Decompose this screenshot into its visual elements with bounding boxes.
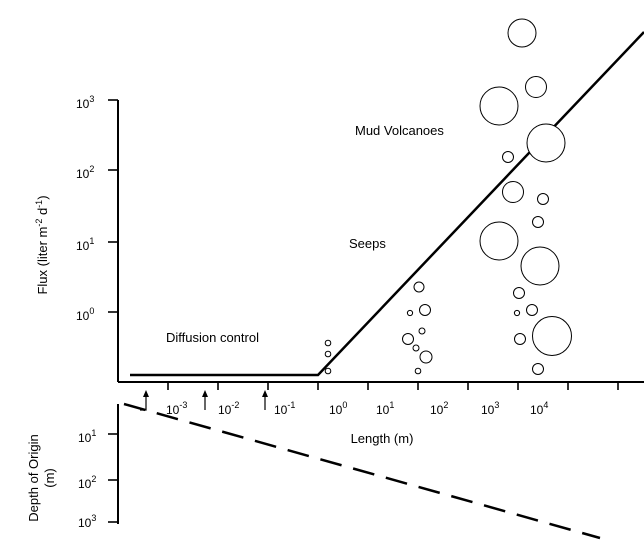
depth-tick-label-10: 101 bbox=[78, 428, 96, 445]
bubble bbox=[479, 221, 519, 261]
length-tick-label-1e-1: 10-1 bbox=[274, 400, 295, 417]
length-arrows bbox=[140, 390, 268, 411]
flux-tick-label-1000: 103 bbox=[76, 94, 94, 111]
depth-trend-dashed-line bbox=[123, 402, 601, 540]
bubble bbox=[507, 18, 537, 48]
bubble bbox=[402, 333, 414, 345]
bubble bbox=[414, 367, 422, 375]
bubble bbox=[532, 316, 572, 356]
bubble bbox=[514, 333, 526, 345]
bubble bbox=[526, 123, 566, 163]
length-tick-label-1e1: 101 bbox=[376, 400, 394, 417]
bubble bbox=[537, 193, 549, 205]
bubbles-column-3 bbox=[479, 18, 572, 375]
bubble bbox=[526, 304, 538, 316]
depth-axis-title-line2: (m) bbox=[42, 468, 57, 488]
bubble bbox=[324, 350, 332, 358]
depth-tick-label-1000: 103 bbox=[78, 513, 96, 530]
bubble bbox=[532, 216, 544, 228]
bubble bbox=[513, 309, 521, 317]
length-arrow-head bbox=[143, 390, 149, 397]
length-arrow-head bbox=[262, 390, 268, 397]
bubbles-column-1 bbox=[324, 339, 332, 375]
bubble bbox=[513, 287, 525, 299]
length-tick-label-1e0: 100 bbox=[329, 400, 347, 417]
bubble bbox=[413, 281, 425, 293]
length-tick-label-1e-3: 10-3 bbox=[166, 400, 187, 417]
flux-tick-label-10: 101 bbox=[76, 236, 94, 253]
bubble bbox=[419, 350, 433, 364]
length-arrow-head bbox=[202, 390, 208, 397]
bubble bbox=[502, 151, 514, 163]
seeps-label: Seeps bbox=[349, 236, 386, 251]
bubbles-column-2 bbox=[402, 281, 433, 375]
bubble bbox=[502, 181, 524, 203]
mud-volcanoes-label: Mud Volcanoes bbox=[355, 123, 444, 138]
length-axis-ticks bbox=[167, 382, 619, 390]
bubble bbox=[406, 309, 414, 317]
length-tick-label-1e3: 103 bbox=[481, 400, 499, 417]
bubble bbox=[324, 339, 332, 347]
bubble bbox=[532, 363, 544, 375]
bubble bbox=[324, 367, 332, 375]
bubble bbox=[479, 86, 519, 126]
depth-axis-title-line1: Depth of Origin bbox=[26, 434, 41, 521]
depth-tick-label-100: 102 bbox=[78, 474, 96, 491]
bubble bbox=[418, 327, 426, 335]
length-tick-label-1e2: 102 bbox=[430, 400, 448, 417]
length-tick-label-1e-2: 10-2 bbox=[218, 400, 239, 417]
bubble bbox=[412, 344, 420, 352]
bubble bbox=[419, 304, 431, 316]
length-axis-title: Length (m) bbox=[351, 431, 414, 446]
length-tick-label-1e4: 104 bbox=[530, 400, 548, 417]
flux-axis-title: Flux (liter m-2 d-1) bbox=[34, 195, 50, 294]
flux-tick-label-1: 100 bbox=[76, 306, 94, 323]
bubble bbox=[525, 76, 547, 98]
bubble bbox=[520, 246, 560, 286]
flux-tick-label-100: 102 bbox=[76, 164, 94, 181]
diffusion-control-label: Diffusion control bbox=[166, 330, 259, 345]
